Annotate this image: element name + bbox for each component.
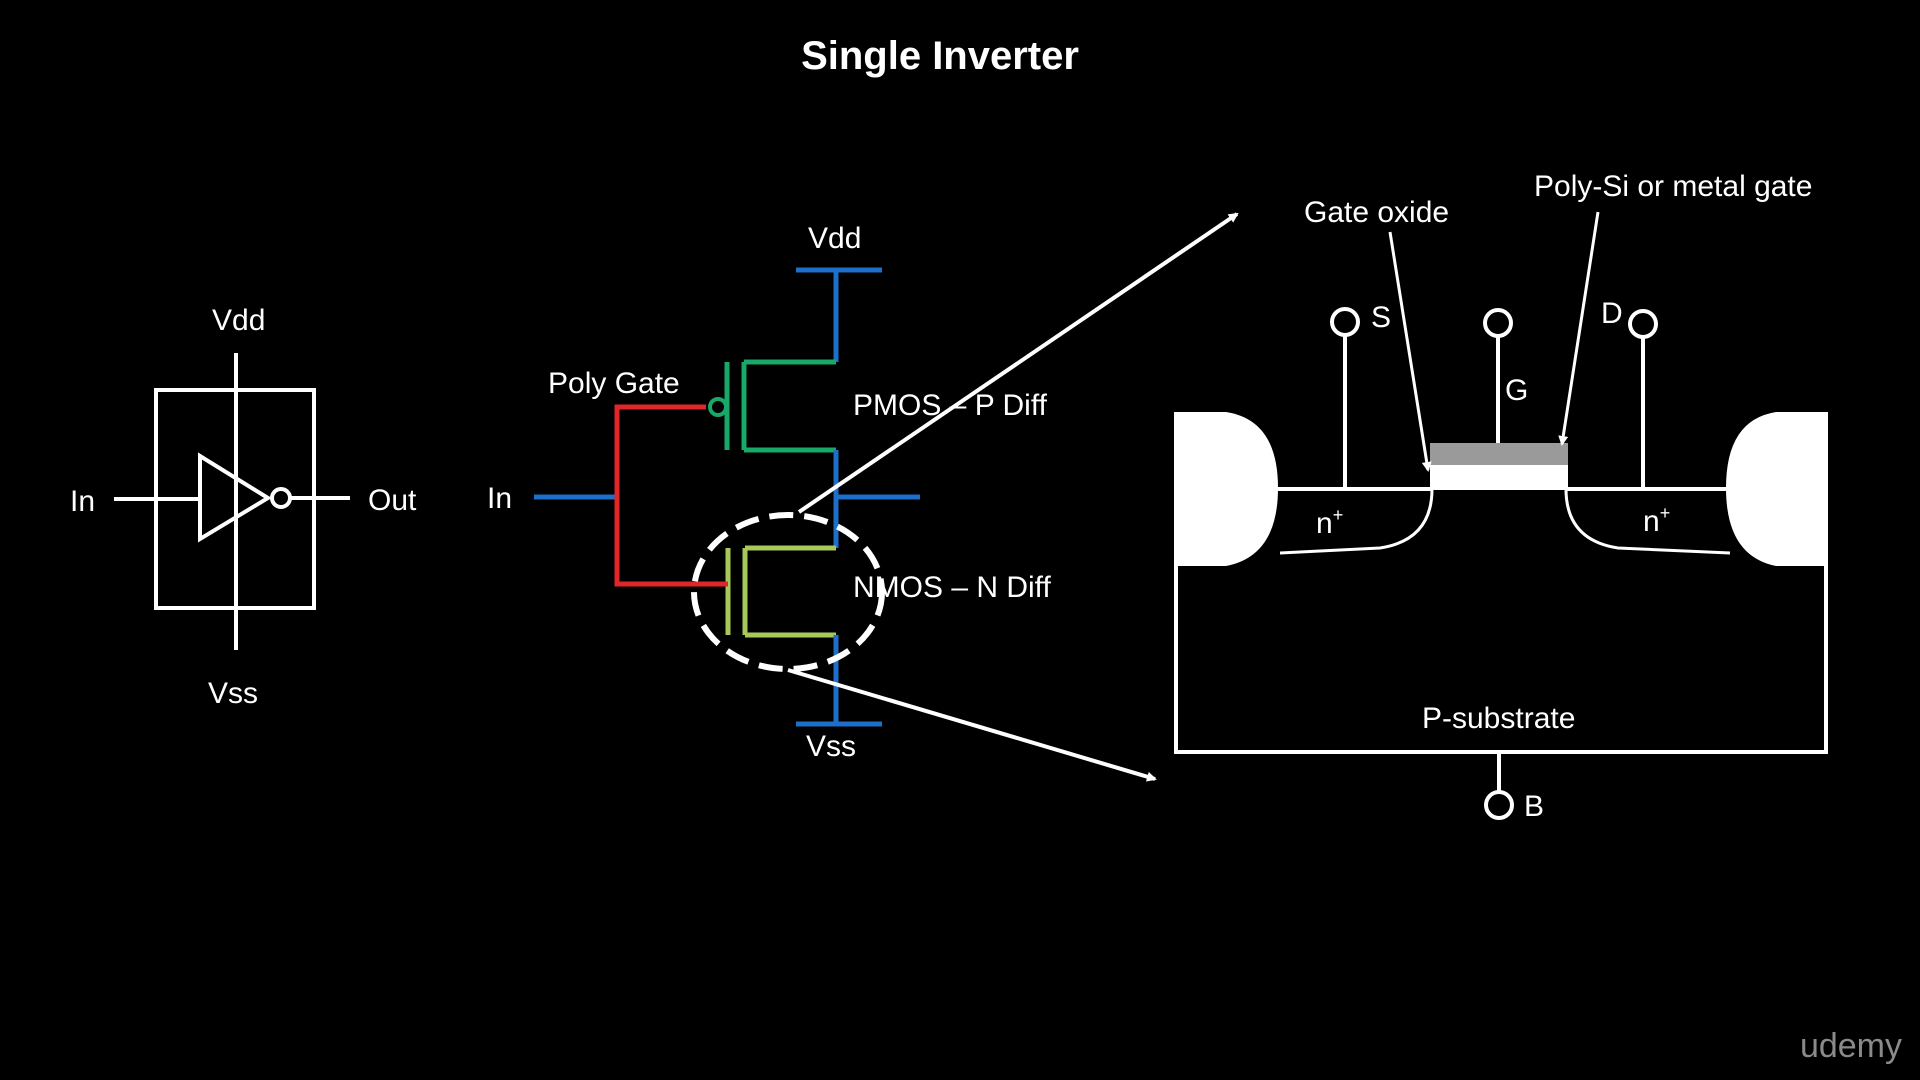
mosfet-cross-section: Gate oxide Poly-Si or metal gate S G D B… (1174, 170, 1828, 823)
inverter-symbol: Vdd Vss In Out (70, 304, 417, 710)
poly-gate-pointer (1558, 211, 1600, 446)
circuit-in-label: In (487, 482, 512, 515)
inversion-bubble (270, 487, 292, 509)
isolation-left (1174, 412, 1278, 566)
buffer-triangle (198, 452, 272, 543)
gate-terminal (1483, 308, 1513, 338)
source-terminal (1330, 307, 1360, 337)
poly-gate-wire (614, 404, 728, 587)
gate-label: G (1505, 374, 1528, 407)
n-plus-right-label: n+ (1643, 503, 1670, 538)
drain-label: D (1601, 297, 1623, 330)
n-plus-right-boundary (1564, 488, 1731, 555)
bulk-terminal (1484, 790, 1514, 820)
circuit-vdd-label: Vdd (808, 222, 861, 255)
cmos-schematic: Vdd Vss In Poly Gate PMOS – P Diff NMOS … (487, 222, 1051, 763)
poly-si-metal-gate-label: Poly-Si or metal gate (1534, 170, 1812, 203)
gate-oxide-label: Gate oxide (1304, 196, 1449, 229)
zoom-arrow-bottom (787, 668, 1157, 782)
bulk-label: B (1524, 790, 1544, 823)
n-plus-left-boundary (1279, 488, 1434, 555)
gate-oxide-pointer (1388, 231, 1432, 472)
poly-gate-label: Poly Gate (548, 367, 680, 400)
nmos-highlight-ellipse (691, 512, 885, 672)
source-label: S (1371, 301, 1391, 334)
p-substrate-label: P-substrate (1422, 702, 1575, 735)
udemy-watermark: udemy (1799, 1027, 1902, 1065)
symbol-vss-label: Vss (208, 677, 258, 710)
nmos-label: NMOS – N Diff (853, 571, 1051, 604)
nmos-transistor (725, 545, 836, 638)
isolation-right (1726, 412, 1828, 566)
pmos-label: PMOS – P Diff (853, 389, 1048, 422)
pmos-transistor (708, 359, 836, 453)
poly-gate-layer (1430, 443, 1568, 465)
gate-oxide-layer (1430, 463, 1568, 490)
drain-terminal (1628, 309, 1658, 339)
circuit-vss-label: Vss (806, 730, 856, 763)
n-plus-left-label: n+ (1316, 505, 1343, 540)
zoom-arrow-top (797, 212, 1239, 514)
symbol-in-label: In (70, 485, 95, 518)
page-title: Single Inverter (801, 34, 1079, 78)
symbol-vdd-label: Vdd (212, 304, 265, 337)
symbol-out-label: Out (368, 484, 417, 517)
